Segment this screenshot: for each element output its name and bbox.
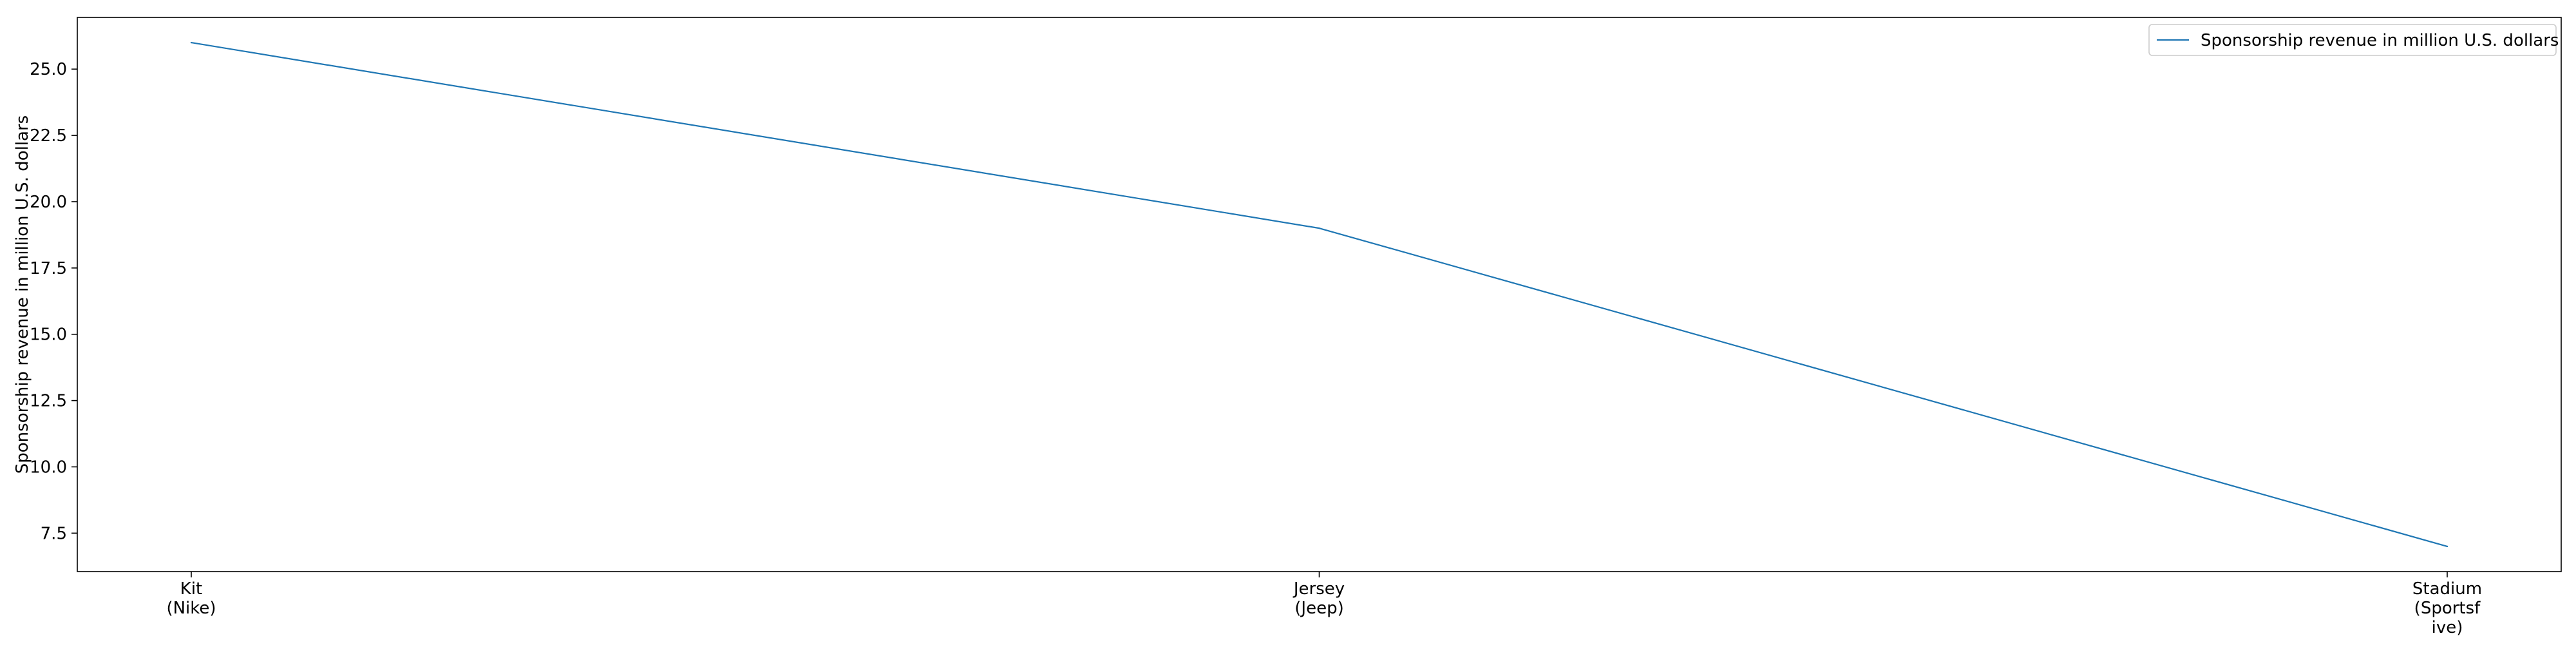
x-axis-ticks: Kit (Nike) Jersey (Jeep) Stadium (Sportsf ive) bbox=[166, 572, 2482, 637]
y-tick-label: 22.5 bbox=[30, 126, 67, 146]
x-tick-label: Stadium (Sportsf ive) bbox=[2412, 579, 2482, 637]
legend: Sponsorship revenue in million U.S. doll… bbox=[2148, 24, 2559, 56]
y-tick-label: 15.0 bbox=[30, 325, 67, 345]
y-tick-label: 7.5 bbox=[41, 524, 67, 543]
y-tick-label: 17.5 bbox=[30, 259, 67, 278]
plot-frame bbox=[77, 17, 2562, 572]
y-axis-ticks: 7.5 10.0 12.5 15.0 17.5 20.0 22.5 25.0 bbox=[30, 60, 77, 543]
x-tick-label: Jersey (Jeep) bbox=[1293, 579, 1345, 618]
y-tick-label: 25.0 bbox=[30, 60, 67, 79]
series-line bbox=[190, 41, 2448, 548]
y-tick-label: 10.0 bbox=[30, 458, 67, 477]
y-axis-label: Sponsorship revenue in million U.S. doll… bbox=[13, 115, 32, 474]
legend-box bbox=[2148, 24, 2557, 56]
x-tick-label: Kit (Nike) bbox=[166, 579, 216, 618]
data-point bbox=[1318, 227, 1320, 229]
y-tick-label: 20.0 bbox=[30, 193, 67, 212]
data-point bbox=[190, 41, 193, 44]
y-tick-label: 12.5 bbox=[30, 392, 67, 411]
legend-label: Sponsorship revenue in million U.S. doll… bbox=[2201, 31, 2559, 50]
data-point bbox=[2446, 545, 2448, 548]
series-layer bbox=[190, 41, 2448, 548]
